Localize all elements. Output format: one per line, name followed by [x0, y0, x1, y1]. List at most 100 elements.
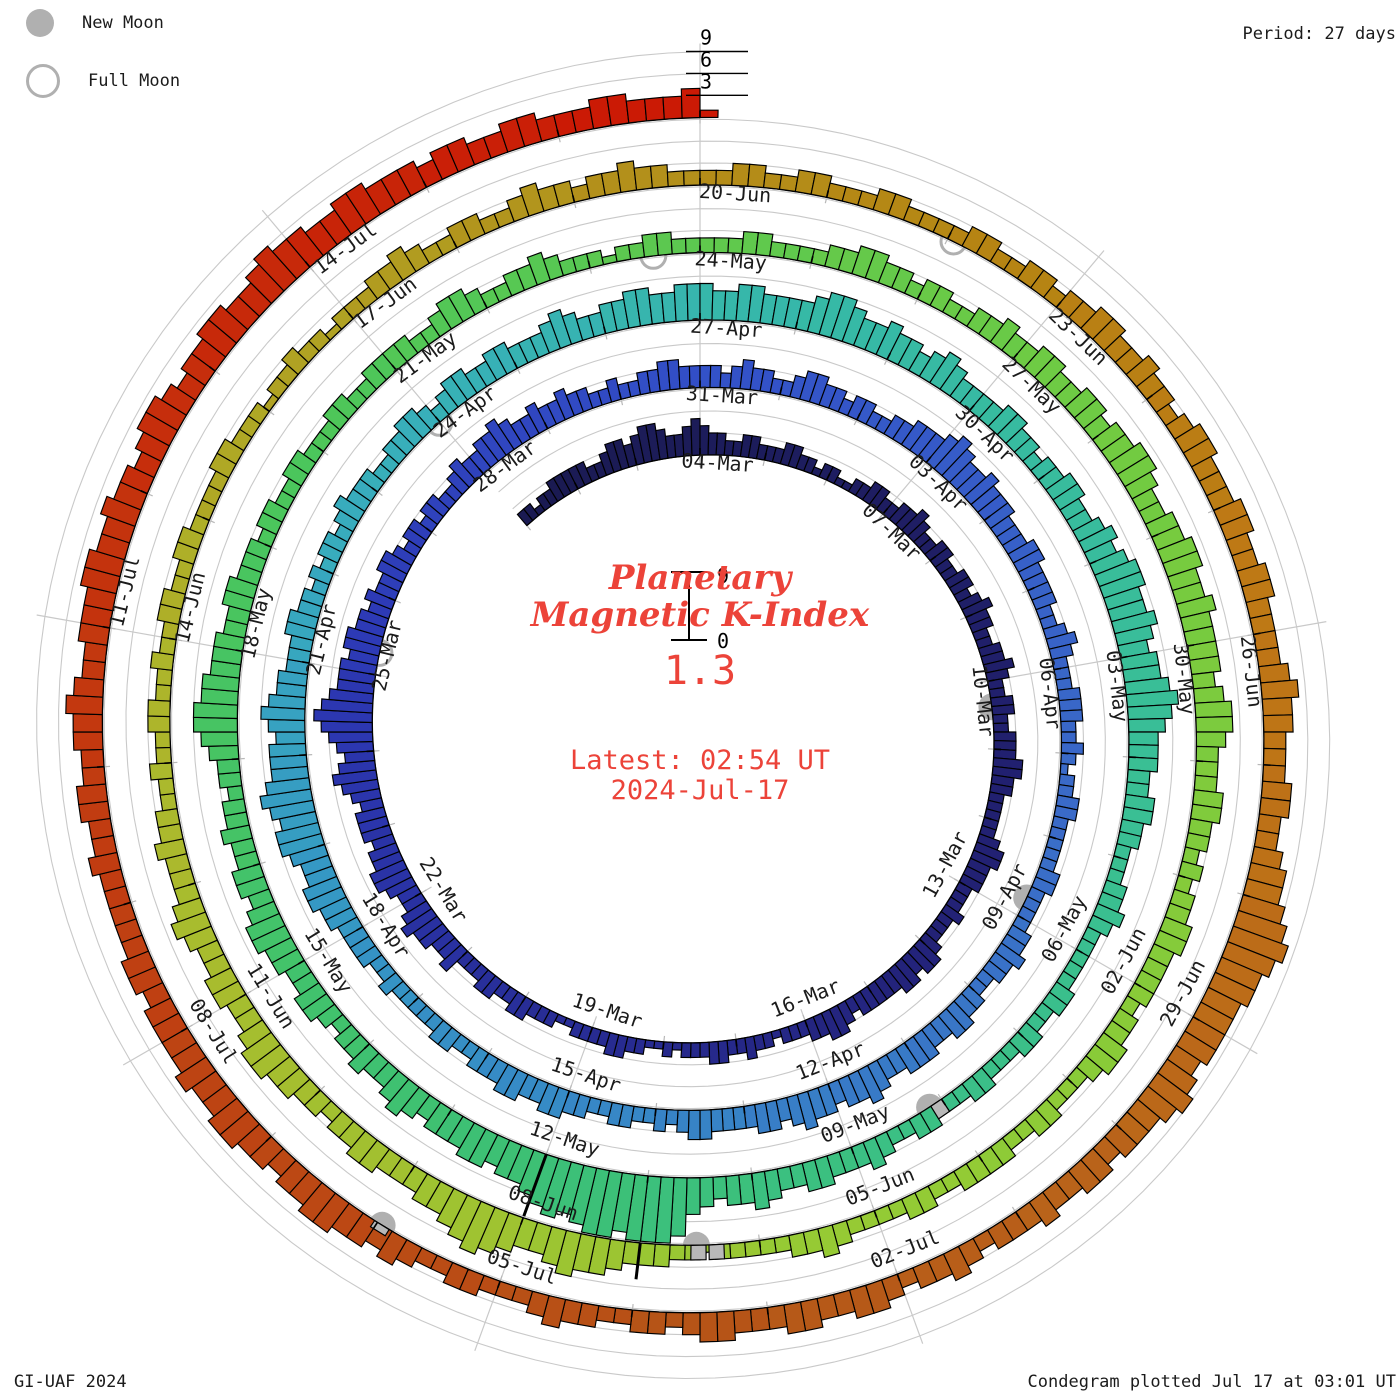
- k-bar: [929, 285, 955, 313]
- k-bar: [645, 422, 661, 462]
- k-bar: [996, 413, 1029, 445]
- k-bar: [174, 1056, 217, 1093]
- k-bar: [624, 1173, 649, 1242]
- k-bar: [99, 495, 142, 528]
- k-bar: [217, 771, 243, 789]
- k-bar: [72, 713, 103, 733]
- k-bar: [928, 351, 962, 390]
- k-bar: [649, 164, 669, 189]
- k-bar: [159, 792, 178, 812]
- k-bar: [680, 87, 701, 119]
- k-bar: [1086, 914, 1114, 938]
- k-bar: [261, 498, 289, 523]
- radial-scale-label: 6: [700, 47, 712, 71]
- k-bar: [526, 251, 552, 286]
- k-bar: [890, 266, 915, 294]
- k-bar: [1195, 715, 1234, 733]
- k-bar: [386, 245, 417, 281]
- k-bar: [681, 1312, 701, 1336]
- k-bar: [337, 759, 377, 775]
- k-bar: [699, 109, 719, 119]
- k-bar: [652, 1108, 668, 1133]
- k-bar: [712, 1175, 728, 1200]
- k-bar: [671, 1041, 683, 1051]
- k-bar: [1175, 594, 1217, 619]
- k-bar: [747, 435, 762, 460]
- k-bar: [524, 401, 549, 435]
- k-bar: [87, 851, 122, 877]
- k-bar: [203, 966, 239, 996]
- k-bar: [1126, 982, 1155, 1009]
- k-bars: [65, 87, 1300, 1343]
- k-bar: [568, 1164, 598, 1226]
- k-bar: [1125, 354, 1161, 388]
- k-bar: [673, 283, 689, 322]
- k-bar: [670, 237, 687, 255]
- k-bar: [612, 1307, 634, 1326]
- k-bar: [862, 1136, 888, 1171]
- k-bar: [65, 694, 104, 716]
- k-bar: [991, 703, 1016, 716]
- k-bar: [968, 616, 994, 634]
- k-bar: [154, 731, 171, 749]
- k-bar: [147, 715, 171, 733]
- k-bar: [411, 1173, 442, 1208]
- k-bar: [820, 1008, 843, 1041]
- k-bar: [744, 1035, 759, 1061]
- date-label: 24-May: [694, 246, 768, 275]
- k-bar: [1221, 940, 1277, 979]
- k-bar: [525, 1290, 550, 1318]
- k-bar: [159, 587, 186, 610]
- k-bar: [275, 731, 306, 745]
- k-bar: [779, 1025, 794, 1045]
- k-bar: [552, 387, 576, 421]
- k-bar: [1125, 689, 1180, 708]
- k-bar: [170, 911, 212, 941]
- k-bar: [400, 907, 438, 938]
- chart-title-line1: Planetary: [608, 558, 792, 598]
- k-bar: [274, 821, 322, 846]
- k-bar: [1052, 482, 1086, 511]
- k-bar: [857, 1064, 885, 1105]
- k-bar: [119, 464, 155, 495]
- k-bar: [155, 746, 173, 765]
- k-bar: [1085, 1043, 1119, 1076]
- k-bar: [661, 1041, 674, 1058]
- k-bar: [627, 241, 646, 260]
- full-moon-label: Full Moon: [88, 71, 181, 91]
- k-bar: [982, 657, 1016, 674]
- k-bar: [145, 395, 188, 432]
- k-bar: [666, 358, 681, 391]
- k-bar: [171, 896, 207, 923]
- k-bar: [685, 1177, 701, 1215]
- k-bar: [601, 253, 618, 266]
- k-bar: [301, 875, 342, 902]
- k-bar: [561, 311, 584, 345]
- center-title-block: Planetary Magnetic K-Index 1.3 Latest: 0…: [400, 560, 1000, 806]
- k-bar: [231, 863, 265, 887]
- k-bar: [856, 399, 878, 425]
- k-bar: [788, 1231, 809, 1258]
- k-bar: [665, 1109, 679, 1126]
- latest-timestamp: Latest: 02:54 UT 2024-Jul-17: [400, 746, 1000, 806]
- radial-scale: 369: [686, 26, 748, 97]
- k-bar: [536, 1082, 560, 1116]
- k-bar: [1207, 971, 1256, 1008]
- k-bar: [753, 1102, 772, 1135]
- k-bar: [1048, 643, 1074, 661]
- k-bar: [415, 404, 441, 431]
- k-bar: [357, 607, 390, 629]
- k-bar: [322, 530, 349, 554]
- k-bar: [894, 1041, 922, 1075]
- k-bar: [963, 471, 1000, 506]
- k-bar: [391, 544, 417, 567]
- k-bar: [875, 320, 905, 361]
- k-bar: [540, 1226, 568, 1267]
- k-bar: [328, 731, 374, 744]
- period-label: Period: 27 days: [1242, 24, 1396, 44]
- k-bar: [683, 169, 701, 187]
- k-bar: [634, 287, 653, 327]
- k-bar: [595, 1305, 617, 1324]
- k-bar: [787, 444, 805, 469]
